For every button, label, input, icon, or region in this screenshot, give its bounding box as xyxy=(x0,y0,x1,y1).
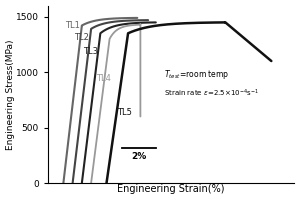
Text: TL5: TL5 xyxy=(117,108,132,117)
X-axis label: Engineering Strain(%): Engineering Strain(%) xyxy=(118,184,225,194)
Text: Strain rate $\varepsilon$=2.5×10$^{-4}$s$^{-1}$: Strain rate $\varepsilon$=2.5×10$^{-4}$s… xyxy=(164,88,258,99)
Y-axis label: Engineering Stress(MPa): Engineering Stress(MPa) xyxy=(6,39,15,150)
Text: $T_{test}$=room temp: $T_{test}$=room temp xyxy=(164,68,229,81)
Text: 2%: 2% xyxy=(131,152,146,161)
Text: TL4: TL4 xyxy=(96,74,111,83)
Text: TL3: TL3 xyxy=(83,47,98,56)
Text: TL1: TL1 xyxy=(65,21,80,30)
Text: TL2: TL2 xyxy=(74,33,89,42)
